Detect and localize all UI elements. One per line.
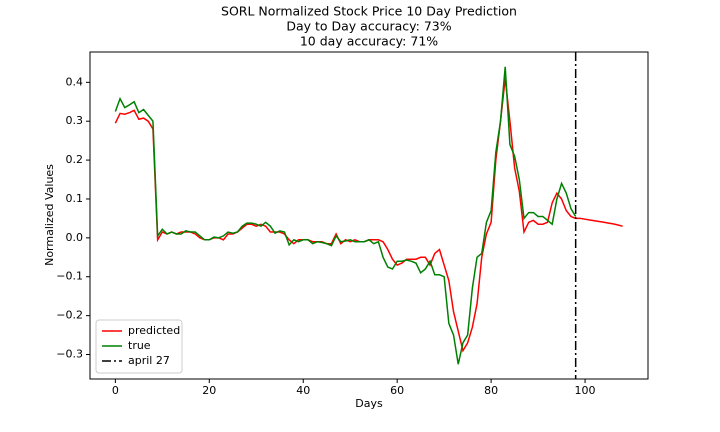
y-tick-label: 0.4 <box>66 75 84 88</box>
x-axis-label: Days <box>355 397 383 410</box>
x-tick-label: 20 <box>202 384 216 397</box>
legend-label: true <box>128 339 151 352</box>
x-tick-label: 60 <box>390 384 404 397</box>
chart-subtitle: Day to Day accuracy: 73% <box>286 19 451 34</box>
legend-label: april 27 <box>128 354 170 367</box>
plot-frame <box>89 51 649 380</box>
y-axis-label: Normalized Values <box>43 164 56 266</box>
x-tick-label: 100 <box>575 384 596 397</box>
x-tick-label: 40 <box>296 384 310 397</box>
y-tick-label: −0.3 <box>56 348 83 361</box>
chart-subtitle: 10 day accuracy: 71% <box>300 34 438 49</box>
chart-title: SORL Normalized Stock Price 10 Day Predi… <box>221 4 517 19</box>
x-tick-label: 80 <box>484 384 498 397</box>
y-tick-label: −0.1 <box>56 270 83 283</box>
y-tick-label: 0.0 <box>66 231 84 244</box>
legend-label: predicted <box>128 324 180 337</box>
y-tick-label: −0.2 <box>56 309 83 322</box>
y-tick-label: 0.2 <box>66 153 84 166</box>
y-tick-label: 0.1 <box>66 192 84 205</box>
legend-box <box>95 319 183 374</box>
data-line <box>114 78 623 353</box>
data-line <box>114 66 577 365</box>
y-tick-label: 0.3 <box>66 114 84 127</box>
x-tick-label: 0 <box>112 384 119 397</box>
